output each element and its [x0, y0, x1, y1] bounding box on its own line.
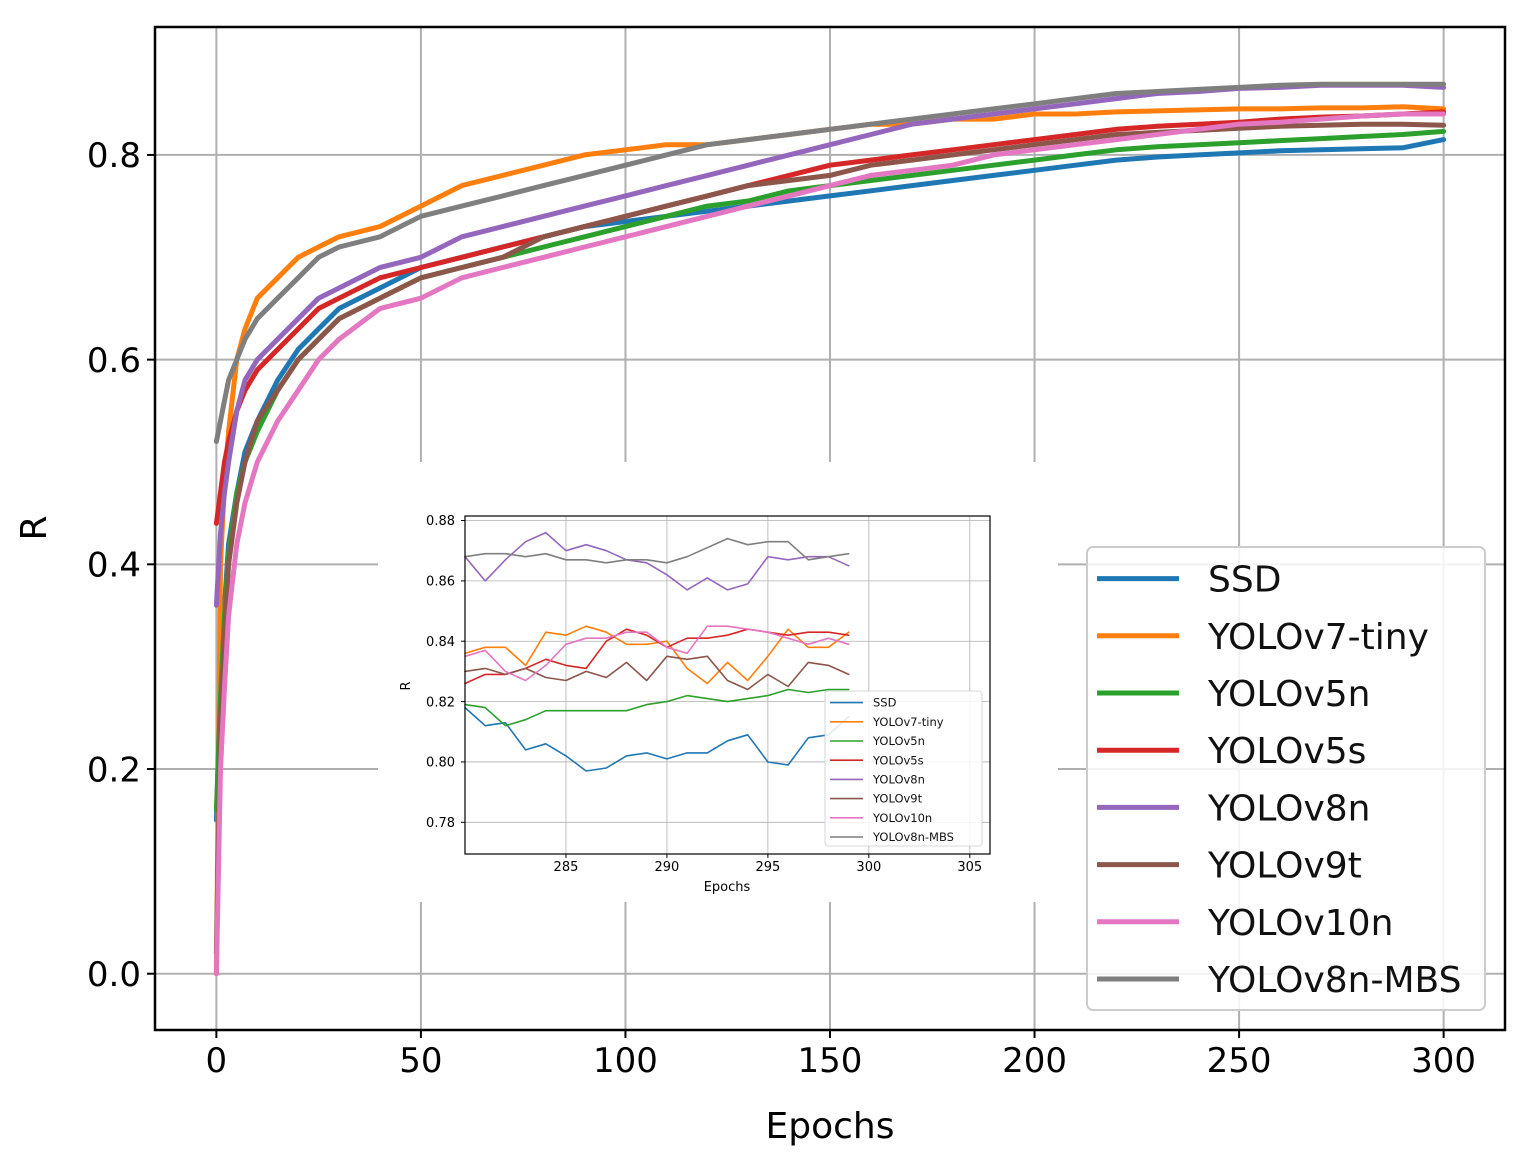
main-x-axis: 0 50 100 150 200 250 300: [206, 1030, 1476, 1081]
inset-legend-label-yolov5n: YOLOv5n: [872, 734, 925, 748]
main-x-tick-label: 250: [1207, 1041, 1272, 1081]
inset-legend-label-yolov9t: YOLOv9t: [872, 792, 923, 806]
main-x-tick-label: 100: [593, 1041, 658, 1081]
inset-y-tick-label: 0.88: [426, 514, 455, 529]
inset-legend-label-yolov7-tiny: YOLOv7-tiny: [872, 715, 944, 729]
inset-legend-label-yolov5s: YOLOv5s: [872, 753, 924, 767]
main-x-tick-label: 0: [206, 1041, 228, 1081]
main-series-lines: [213, 81, 1447, 977]
main-series-line-yolov5n: [213, 128, 1447, 813]
inset-series-line-ssd: [464, 706, 850, 772]
inset-y-axis-label: R: [399, 681, 414, 690]
main-x-axis-label: Epochs: [766, 1106, 895, 1147]
inset-series-line-yolov5n: [464, 688, 850, 727]
main-legend-label-yolov8n-mbs: YOLOv8n-MBS: [1207, 960, 1461, 1001]
inset-legend-label-ssd: SSD: [873, 696, 897, 710]
inset-y-tick-label: 0.78: [426, 816, 455, 831]
inset-y-tick-label: 0.82: [426, 695, 455, 710]
inset-series-line-yolov9t: [464, 655, 850, 691]
main-legend-label-yolov10n: YOLOv10n: [1207, 903, 1393, 944]
main-x-tick-label: 200: [1002, 1041, 1067, 1081]
inset-legend-label-yolov10n: YOLOv10n: [872, 811, 932, 825]
inset-x-tick-label: 290: [655, 860, 680, 875]
main-legend-frame: [1086, 546, 1486, 1011]
inset-series-line-yolov10n: [464, 625, 850, 682]
inset-series-line-yolov8n-mbs: [464, 537, 850, 564]
main-x-tick-label: 150: [798, 1041, 863, 1081]
main-y-tick-label: 0.8: [87, 136, 141, 176]
inset-x-tick-label: 285: [554, 860, 579, 875]
main-x-tick-label: 300: [1411, 1041, 1476, 1081]
main-legend-label-yolov9t: YOLOv9t: [1207, 846, 1362, 887]
inset-series-line-yolov8n: [464, 531, 850, 591]
inset-legend-label-yolov8n: YOLOv8n: [872, 773, 925, 787]
inset-series-line-yolov5s: [464, 628, 850, 685]
main-legend-label-ssd: SSD: [1208, 560, 1281, 601]
inset-y-axis: 0.78 0.80 0.82 0.84 0.86 0.88: [426, 514, 465, 831]
main-y-tick-label: 0.2: [87, 750, 141, 790]
main-legend-label-yolov8n: YOLOv8n: [1207, 788, 1371, 829]
inset-y-tick-label: 0.80: [426, 756, 455, 771]
main-series-line-yolov7-tiny: [213, 104, 1447, 977]
main-series-line-yolov10n: [213, 111, 1447, 977]
inset-series-lines: [464, 531, 850, 772]
main-y-axis-label: R: [14, 515, 55, 540]
main-legend-label-yolov5n: YOLOv5n: [1207, 674, 1371, 715]
inset-legend-label-yolov8n-mbs: YOLOv8n-MBS: [872, 830, 954, 844]
main-y-tick-label: 0.6: [87, 341, 141, 381]
main-y-tick-label: 0.0: [87, 955, 141, 995]
inset-x-axis-label: Epochs: [704, 880, 751, 895]
inset-x-tick-label: 295: [755, 860, 780, 875]
main-series-line-yolov8n-mbs: [213, 81, 1447, 444]
inset-plot-frame: [464, 515, 991, 855]
main-x-tick-label: 50: [399, 1041, 442, 1081]
main-y-tick-label: 0.4: [87, 546, 141, 586]
inset-x-tick-label: 300: [856, 860, 881, 875]
inset-x-axis: 285 290 295 300 305: [554, 854, 982, 875]
inset-series-line-yolov7-tiny: [464, 625, 850, 685]
main-legend-label-yolov7-tiny: YOLOv7-tiny: [1207, 617, 1429, 658]
inset-y-tick-label: 0.86: [426, 575, 455, 590]
inset-y-tick-label: 0.84: [426, 635, 455, 650]
main-legend-label-yolov5s: YOLOv5s: [1207, 731, 1366, 772]
main-legend: SSD YOLOv7-tiny YOLOv5n YOLOv5s YOLOv8n YOLOv…: [1086, 546, 1486, 1011]
inset-legend: SSD YOLOv7-tiny YOLOv5n YOLOv5s YOLOv8n YOLOv…: [824, 690, 983, 847]
inset-x-tick-label: 305: [957, 860, 982, 875]
inset-legend-frame: [824, 690, 983, 847]
main-y-axis: 0.0 0.2 0.4 0.6 0.8: [87, 136, 155, 995]
